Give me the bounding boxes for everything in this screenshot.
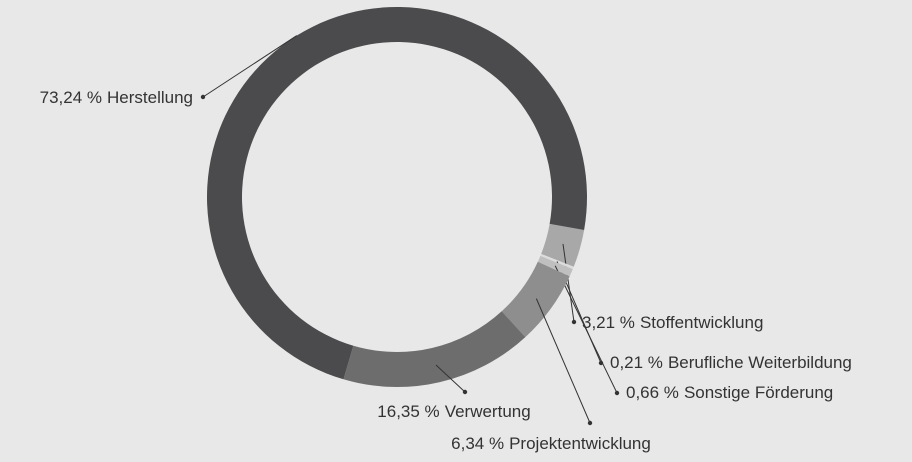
- leader-line: [435, 364, 466, 393]
- leader-line: [554, 265, 618, 394]
- leader-line: [535, 298, 591, 424]
- leader-dot: [587, 420, 593, 426]
- segment-label: 16,35 % Verwertung: [377, 402, 530, 421]
- value-label: 16,35 %: [377, 402, 439, 421]
- segment-label: 6,34 % Projektentwicklung: [451, 434, 651, 453]
- category-label: Verwertung: [445, 402, 531, 421]
- category-label: Herstellung: [107, 88, 193, 107]
- leader-line: [202, 35, 298, 98]
- value-label: 73,24 %: [40, 88, 102, 107]
- value-label: 0,21 %: [610, 353, 663, 372]
- segment-label: 0,66 % Sonstige Förderung: [626, 383, 833, 402]
- leader-dot: [614, 390, 620, 396]
- segment-label: 0,21 % Berufliche Weiterbildung: [610, 353, 852, 372]
- leader-line: [562, 243, 575, 323]
- segment-label: 73,24 % Herstellung: [40, 88, 193, 107]
- value-label: 6,34 %: [451, 434, 504, 453]
- leader-dot: [571, 319, 577, 325]
- donut-segment: [501, 261, 570, 338]
- leader-dot: [200, 94, 206, 100]
- category-label: Projektentwicklung: [509, 434, 651, 453]
- donut-segment: [343, 311, 526, 387]
- category-label: Berufliche Weiterbildung: [668, 353, 852, 372]
- leader-dot: [462, 389, 468, 395]
- value-label: 3,21 %: [582, 313, 635, 332]
- donut-segment: [541, 223, 585, 267]
- category-label: Stoffentwicklung: [640, 313, 763, 332]
- segment-label: 3,21 % Stoffentwicklung: [582, 313, 763, 332]
- category-label: Sonstige Förderung: [684, 383, 833, 402]
- value-label: 0,66 %: [626, 383, 679, 402]
